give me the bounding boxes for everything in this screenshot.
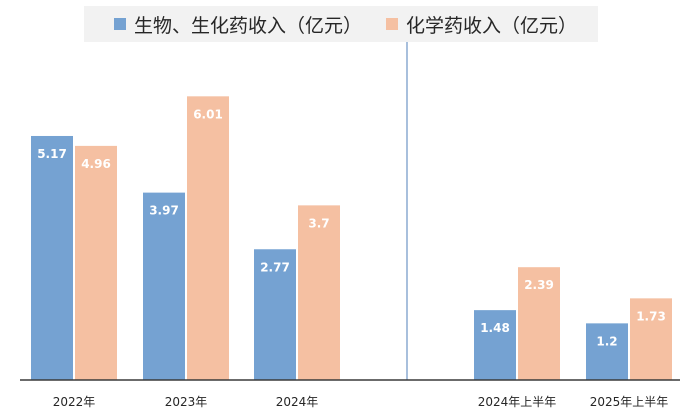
data-label-chem-4: 1.73 — [636, 309, 666, 323]
bar-chem-3 — [518, 267, 560, 380]
data-label-chem-2: 3.7 — [308, 216, 329, 230]
legend-swatch-chem — [386, 18, 399, 30]
bar-chem-1 — [187, 96, 229, 380]
x-tick-label-4: 2025年上半年 — [590, 395, 669, 409]
bar-chem-0 — [75, 145, 117, 380]
x-tick-label-1: 2023年 — [165, 395, 208, 409]
legend: 生物、生化药收入（亿元） 化学药收入（亿元） — [84, 6, 598, 42]
legend-item-chem: 化学药收入（亿元） — [386, 11, 577, 38]
x-tick-label-3: 2024年上半年 — [478, 395, 557, 409]
legend-label-chem: 化学药收入（亿元） — [406, 14, 578, 37]
data-label-chem-0: 4.96 — [81, 157, 111, 171]
bar-bio-3 — [474, 310, 516, 380]
data-label-bio-2: 2.77 — [260, 260, 290, 274]
legend-label-bio: 生物、生化药收入（亿元） — [134, 14, 363, 37]
data-label-bio-1: 3.97 — [149, 204, 179, 218]
bar-bio-0 — [31, 135, 73, 380]
data-label-bio-3: 1.48 — [480, 321, 510, 335]
x-tick-label-0: 2022年 — [53, 395, 96, 409]
data-label-bio-4: 1.2 — [596, 334, 617, 348]
data-label-chem-1: 6.01 — [193, 107, 223, 121]
legend-item-bio: 生物、生化药收入（亿元） — [114, 11, 362, 38]
bar-bio-1 — [143, 192, 185, 380]
legend-swatch-bio — [114, 18, 126, 30]
bar-bio-4 — [586, 323, 628, 380]
bar-chem-2 — [298, 205, 340, 380]
bar-bio-2 — [254, 249, 296, 380]
bar-chem-4 — [630, 298, 672, 380]
data-label-bio-0: 5.17 — [37, 147, 67, 161]
data-label-chem-3: 2.39 — [524, 278, 554, 292]
x-tick-label-2: 2024年 — [276, 395, 319, 409]
